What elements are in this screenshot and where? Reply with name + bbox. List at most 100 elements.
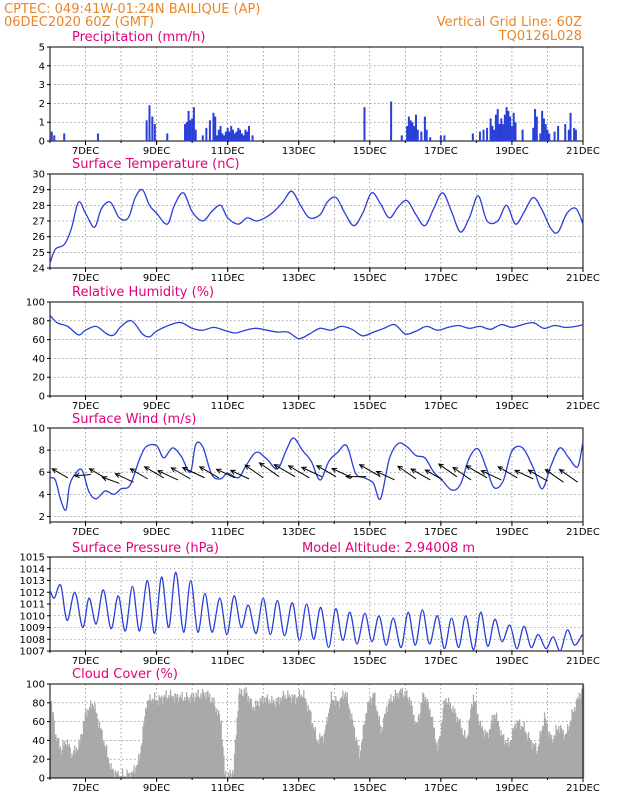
cloud-cover-bar	[157, 705, 159, 778]
wind-vector-arrow	[316, 465, 337, 478]
cloud-cover-bar	[503, 734, 505, 778]
cloud-cover-bar	[90, 708, 93, 778]
cloud-cover-bar	[222, 746, 224, 778]
cloud-cover-bar	[380, 733, 382, 778]
cloud-cover-bar	[530, 740, 532, 778]
y-tick-label: 40	[32, 354, 45, 365]
precipitation-bar	[548, 133, 551, 141]
cloud-cover-bar	[543, 712, 546, 778]
cloud-cover-bar	[211, 697, 213, 778]
cloud-cover-bar	[324, 730, 326, 778]
x-tick-label: 17DEC	[424, 273, 458, 284]
precipitation-bar	[400, 135, 403, 141]
x-tick-label: 19DEC	[495, 273, 529, 284]
wind-vector-arrowhead	[514, 469, 521, 475]
cloud-cover-bar	[263, 703, 265, 778]
cloud-cover-bar	[461, 727, 463, 778]
cloud-cover-bar	[498, 726, 500, 778]
cloud-cover-bar	[185, 700, 187, 778]
cloud-cover-bar	[208, 696, 210, 778]
cloud-cover-bar	[581, 688, 583, 778]
cloud-cover-bar	[286, 698, 288, 778]
cloud-cover-bar	[281, 696, 284, 778]
precipitation-bar	[224, 131, 227, 141]
cloud-cover-bar	[174, 693, 176, 778]
cloud-cover-bar	[69, 747, 71, 778]
cloud-cover-bar	[375, 706, 377, 778]
cloud-cover-bar	[403, 695, 405, 778]
cloud-cover-bar	[266, 694, 269, 778]
cloud-cover-bar	[381, 726, 383, 778]
cloud-cover-bar	[56, 741, 58, 778]
cloud-cover-bar	[398, 698, 400, 778]
cloud-cover-bar	[414, 724, 416, 778]
cloud-cover-bar	[578, 692, 580, 778]
x-tick-label: 13DEC	[282, 401, 316, 412]
cloud-cover-bar	[105, 744, 108, 778]
cloud-cover-bar	[411, 705, 413, 778]
cloud-cover-bar	[80, 734, 82, 778]
cloud-cover-bar	[553, 735, 555, 778]
cloud-cover-bar	[471, 704, 473, 778]
cloud-cover-bar	[340, 697, 342, 778]
cloud-cover-bar	[451, 712, 453, 778]
cloud-cover-bar	[175, 693, 177, 778]
cloud-cover-bar	[159, 696, 161, 778]
cloud-cover-bar	[166, 699, 168, 778]
cloud-cover-bar	[196, 696, 198, 778]
cloud-cover-bar	[177, 703, 180, 778]
x-tick-label: 9DEC	[143, 527, 170, 538]
cloud-cover-bar	[496, 721, 499, 778]
cloud-cover-bar	[111, 769, 113, 778]
precipitation-bar	[557, 125, 560, 141]
cloud-cover-bar	[232, 773, 235, 778]
cloud-cover-bar	[250, 698, 253, 778]
cloud-cover-bar	[527, 739, 529, 778]
precipitation-bar	[503, 114, 506, 141]
wind-vector-arrowhead	[73, 472, 80, 479]
wind-vector-arrowhead	[480, 470, 487, 475]
cloud-cover-bar	[97, 718, 99, 778]
precipitation-bar	[63, 133, 66, 141]
cloud-cover-bar	[106, 756, 109, 778]
cloud-cover-bar	[433, 727, 436, 778]
cloud-cover-bar	[154, 699, 157, 778]
precipitation-bar	[192, 107, 195, 141]
cloud-cover-bar	[459, 718, 461, 778]
precipitation-bar	[201, 135, 204, 141]
precipitation-bar	[425, 129, 428, 141]
cloud-cover-bar	[201, 689, 204, 778]
cloud-cover-bar	[390, 694, 392, 778]
panel-title-precipitation: Precipitation (mm/h)	[72, 30, 205, 45]
cloud-cover-bar	[82, 721, 85, 778]
cloud-cover-bar	[355, 737, 357, 778]
cloud-cover-bar	[193, 701, 196, 778]
x-tick-label: 15DEC	[353, 273, 387, 284]
wind-vector-arrow	[130, 468, 148, 480]
cloud-cover-bar	[81, 733, 83, 778]
cloud-cover-bar	[259, 697, 261, 778]
cloud-cover-bar	[336, 701, 339, 778]
cloud-cover-bar	[488, 729, 491, 778]
cloud-cover-bar	[511, 740, 513, 778]
cloud-cover-bar	[431, 716, 433, 778]
x-tick-label: 19DEC	[495, 656, 529, 667]
precipitation-bar	[212, 112, 215, 141]
cloud-cover-bar	[77, 748, 79, 778]
cloud-cover-bar	[410, 700, 412, 778]
cloud-cover-bar	[534, 745, 536, 778]
panel-title-pressure: Surface Pressure (hPa)	[72, 541, 219, 556]
cloud-cover-bar	[112, 768, 114, 778]
cloud-cover-bar	[551, 734, 553, 778]
x-tick-label: 21DEC	[566, 656, 600, 667]
cloud-cover-bar	[447, 702, 449, 778]
cloud-cover-bar	[332, 700, 334, 778]
cloud-cover-bar	[322, 742, 325, 778]
cloud-cover-bar	[420, 702, 422, 778]
cloud-cover-bar	[527, 731, 530, 778]
cloud-cover-bar	[565, 733, 567, 778]
wind-vector-arrowhead	[300, 466, 307, 472]
cloud-cover-bar	[453, 712, 455, 778]
cloud-cover-bar	[86, 716, 88, 778]
